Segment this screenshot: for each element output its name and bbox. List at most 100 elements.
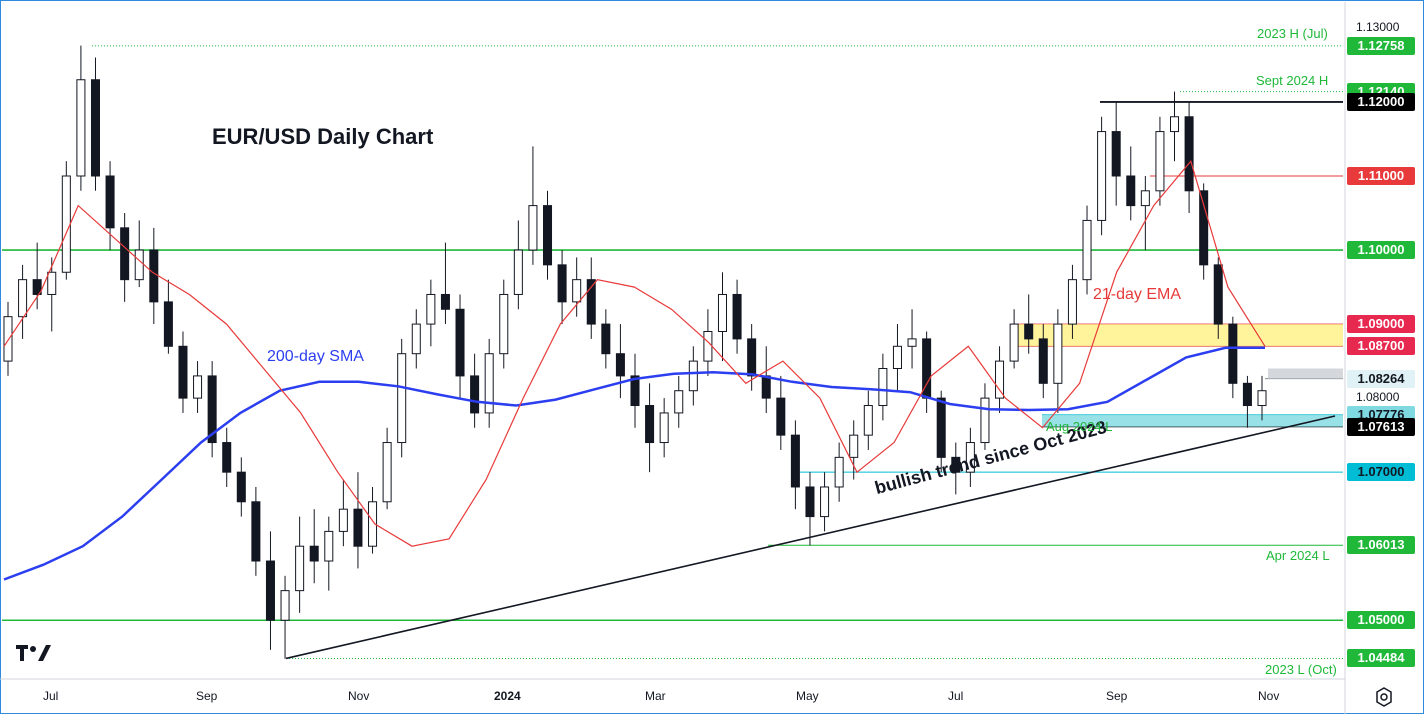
candle-body — [1170, 116, 1180, 133]
candle — [149, 227, 159, 325]
candle-body — [178, 345, 188, 399]
candle — [717, 272, 727, 362]
x-tick-label: May — [796, 689, 819, 703]
candle — [922, 331, 932, 413]
candle-body — [251, 501, 261, 562]
candle-body — [601, 323, 611, 355]
candle-body — [32, 279, 42, 295]
y-tick-label: 1.08000 — [1356, 390, 1400, 405]
candle-body — [499, 293, 509, 355]
candle-body — [936, 397, 946, 458]
candle-body — [849, 434, 859, 458]
candle-body — [397, 353, 407, 444]
candle — [907, 309, 917, 369]
candle-body — [1126, 175, 1136, 207]
candle-body — [805, 486, 815, 518]
candle-body — [47, 271, 57, 295]
candle-body — [615, 353, 625, 377]
candle-body — [484, 353, 494, 414]
candle-body — [820, 486, 830, 518]
candle — [426, 279, 436, 347]
candle-body — [645, 405, 655, 444]
chart-title: EUR/USD Daily Chart — [212, 124, 434, 149]
candle-body — [440, 293, 450, 310]
price-tag: 1.06013 — [1347, 536, 1415, 555]
candle — [470, 353, 480, 428]
candle — [1038, 324, 1048, 399]
candle-body — [732, 293, 742, 340]
candle — [878, 353, 888, 421]
candle-body — [1213, 264, 1223, 325]
candle-body — [236, 471, 246, 503]
bullish-trendline — [285, 415, 1336, 660]
candle-body — [980, 397, 990, 444]
candlesticks — [3, 45, 1267, 659]
candle — [1228, 316, 1238, 399]
candle — [3, 301, 13, 376]
candle — [849, 420, 859, 480]
candle-body — [3, 316, 13, 362]
price-tag: 1.11000 — [1347, 166, 1415, 185]
candle-body — [965, 442, 975, 473]
candle-body — [18, 279, 28, 318]
candle-body — [630, 375, 640, 407]
candle-body — [134, 249, 144, 281]
level-annotation: 2023 L (Oct) — [1265, 662, 1337, 678]
candle-body — [222, 442, 232, 473]
candle-body — [426, 293, 436, 325]
candle-body — [834, 456, 844, 488]
candle-body — [382, 442, 392, 503]
x-tick-label: 2024 — [494, 689, 521, 703]
price-tag: 1.04484 — [1347, 649, 1415, 668]
candle — [61, 161, 71, 280]
candle-body — [717, 293, 727, 332]
candle — [353, 472, 363, 569]
candle-body — [572, 279, 582, 303]
sma200-line — [3, 346, 1265, 581]
candle — [1126, 146, 1136, 221]
x-tick-label: Nov — [348, 689, 370, 703]
candle — [732, 279, 742, 354]
price-tag: 1.12758 — [1347, 36, 1415, 55]
candle — [1257, 375, 1267, 421]
candle-body — [688, 360, 698, 392]
x-tick-label: Mar — [645, 689, 666, 703]
candle — [251, 486, 261, 576]
candle — [1242, 375, 1252, 428]
y-tick-label: 1.13000 — [1356, 19, 1400, 34]
candle-body — [513, 249, 523, 295]
candle-body — [907, 338, 917, 347]
candle-body — [76, 79, 86, 177]
x-tick-label: Nov — [1258, 689, 1280, 703]
candle-body — [1184, 116, 1194, 192]
candle — [586, 257, 596, 339]
candle-body — [265, 560, 275, 621]
candle — [280, 575, 290, 659]
candle — [965, 427, 975, 487]
candle — [995, 346, 1005, 413]
candle — [834, 442, 844, 502]
candle-body — [1067, 279, 1077, 325]
candle — [688, 346, 698, 406]
candle — [309, 509, 319, 584]
pivot-zone — [1268, 368, 1343, 379]
price-tag: 1.10000 — [1347, 241, 1415, 260]
candle — [615, 324, 625, 399]
candle-body — [1199, 190, 1209, 266]
candle-body — [120, 227, 130, 281]
candle — [892, 324, 902, 391]
candle — [382, 427, 392, 510]
candle-body — [193, 375, 203, 399]
candle — [484, 338, 494, 428]
candle — [440, 242, 450, 325]
settings-gear-icon[interactable] — [1373, 686, 1395, 708]
candle — [499, 279, 509, 369]
candle — [295, 516, 305, 613]
x-tick-label: Sep — [196, 689, 218, 703]
candle — [397, 338, 407, 458]
candle — [936, 390, 946, 473]
ema21-line — [3, 159, 1266, 547]
x-tick-label: Jul — [948, 689, 964, 703]
price-tag: 1.07613 — [1347, 417, 1415, 436]
